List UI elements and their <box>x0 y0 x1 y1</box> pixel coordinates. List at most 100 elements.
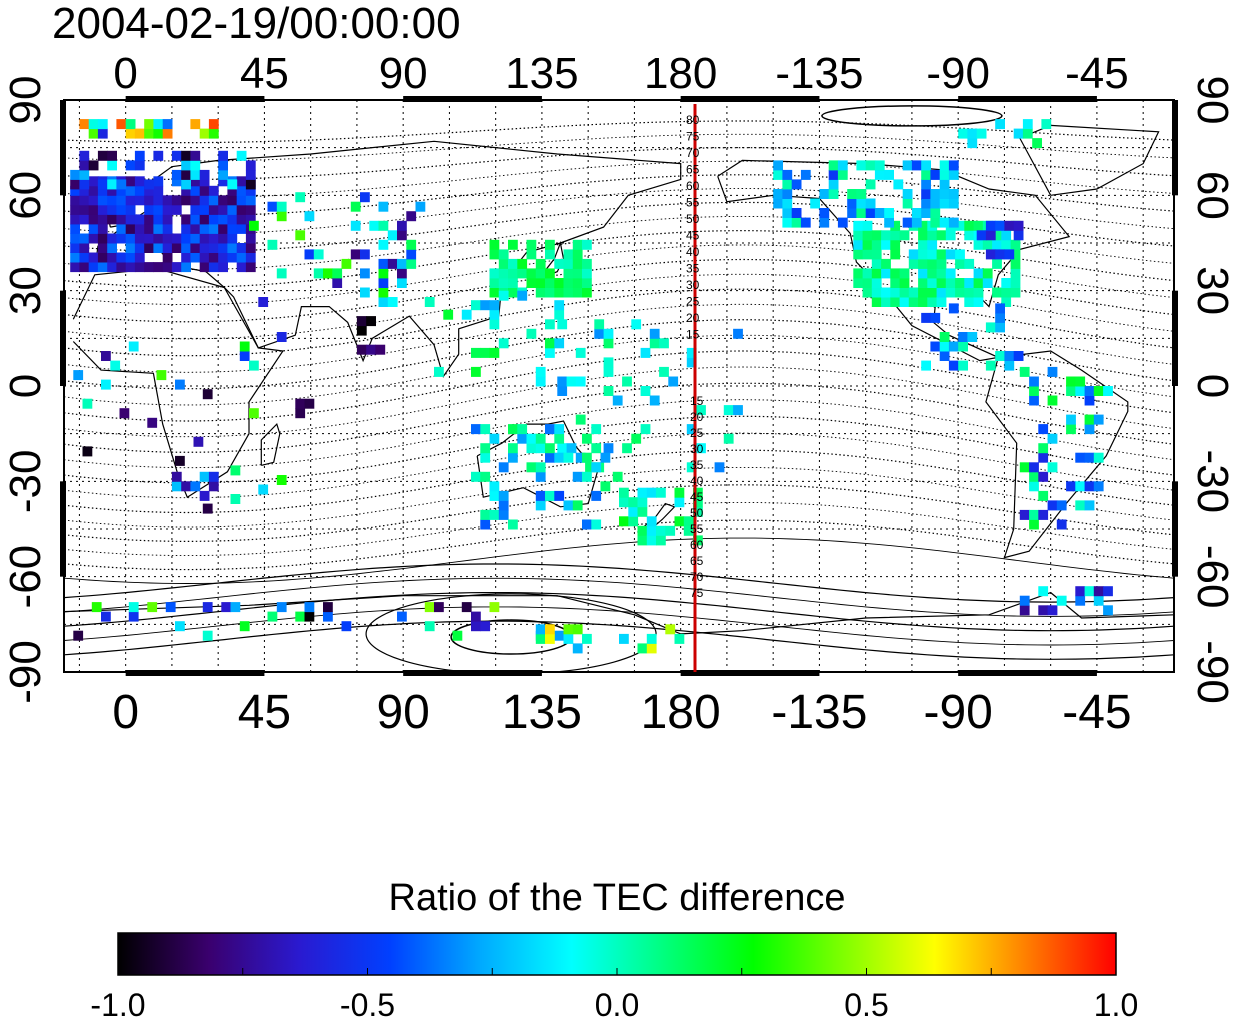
heatmap-cell <box>862 220 873 231</box>
heatmap-cell <box>637 535 648 546</box>
heatmap-cell <box>828 179 839 190</box>
heatmap-cell <box>101 611 111 622</box>
heatmap-cell <box>107 185 117 196</box>
heatmap-cell <box>153 119 164 130</box>
heatmap-cell <box>230 494 241 504</box>
heatmap-cell <box>1029 462 1039 473</box>
heatmap-cell <box>424 602 435 613</box>
heatmap-cell <box>162 214 173 225</box>
heatmap-cell <box>144 179 154 190</box>
heatmap-cell <box>190 481 201 492</box>
heatmap-cell <box>313 249 324 260</box>
heatmap-cell <box>239 351 250 361</box>
heatmap-cell <box>674 497 685 508</box>
heatmap-cell <box>1038 424 1049 435</box>
heatmap-cell <box>88 128 99 139</box>
heatmap-cell <box>723 433 734 444</box>
heatmap-cell <box>1047 605 1058 616</box>
contour-line <box>64 273 1174 340</box>
heatmap-cell <box>948 198 959 209</box>
heatmap-cell <box>134 176 145 187</box>
heatmap-cell <box>199 204 210 215</box>
heatmap-cell <box>865 179 876 190</box>
heatmap-cell <box>245 179 256 190</box>
heatmap-cell <box>918 258 928 269</box>
heatmap-cell <box>572 643 583 654</box>
heatmap-cell <box>582 278 592 288</box>
lat-tick-label-right: -90 <box>1188 640 1237 704</box>
heatmap-cell <box>162 243 173 253</box>
heatmap-cell <box>79 252 90 263</box>
heatmap-cell <box>1075 595 1086 606</box>
heatmap-cell <box>918 278 928 288</box>
heatmap-cell <box>535 268 546 279</box>
colorbar-tick-label: -0.5 <box>340 987 395 1023</box>
heatmap-cell <box>508 452 518 463</box>
heatmap-cell <box>171 204 182 215</box>
heatmap-cell <box>995 249 1005 260</box>
heatmap-cell <box>612 395 623 406</box>
heatmap-cell <box>992 258 1002 269</box>
heatmap-cell <box>582 471 592 482</box>
heatmap-cell <box>107 160 117 171</box>
heatmap-cell <box>1047 500 1058 511</box>
heatmap-cell <box>1084 386 1095 396</box>
heatmap-cell <box>153 233 164 244</box>
heatmap-cell <box>948 160 959 171</box>
heatmap-cell <box>208 128 219 139</box>
heatmap-cell <box>1093 586 1104 597</box>
heatmap-cell <box>125 252 136 263</box>
heatmap-cell <box>471 471 481 482</box>
heatmap-cell <box>236 252 247 263</box>
contour-line <box>64 484 1174 543</box>
heatmap-cell <box>853 239 864 250</box>
heatmap-cell <box>245 185 256 196</box>
heatmap-cell <box>819 208 830 218</box>
heatmap-cell <box>992 239 1002 250</box>
land-outline <box>72 267 284 499</box>
heatmap-cell <box>985 220 996 231</box>
heatmap-cell <box>276 332 287 342</box>
heatmap-cell <box>116 204 127 215</box>
heatmap-cell <box>918 268 928 279</box>
heatmap-cell <box>985 322 996 333</box>
lat-tick-label-left: -60 <box>1 545 50 609</box>
heatmap-cell <box>70 223 80 234</box>
heatmap-cell <box>153 176 164 187</box>
heatmap-cell <box>236 185 247 196</box>
heatmap-cell <box>1075 481 1086 492</box>
heatmap-cell <box>1013 128 1024 139</box>
heatmap-cell <box>557 443 568 454</box>
heatmap-cell <box>936 268 947 279</box>
heatmap-cell <box>304 398 315 409</box>
heatmap-cell <box>97 179 108 190</box>
heatmap-cell <box>554 452 565 463</box>
heatmap-cell <box>107 179 117 190</box>
heatmap-cell <box>218 160 228 171</box>
heatmap-cell <box>171 243 182 253</box>
heatmap-cell <box>881 258 891 269</box>
heatmap-cell <box>575 376 586 387</box>
heatmap-cell <box>545 239 555 250</box>
heatmap-cell <box>902 198 913 209</box>
heatmap-cell <box>908 287 919 298</box>
heatmap-cell <box>1038 605 1049 616</box>
heatmap-cell <box>921 208 931 218</box>
heatmap-cell <box>199 169 210 180</box>
heatmap-cell <box>97 150 108 161</box>
heatmap-cell <box>341 621 352 632</box>
heatmap-cell <box>557 386 568 396</box>
heatmap-cell <box>930 208 941 218</box>
heatmap-cell <box>190 252 201 263</box>
heatmap-cell <box>190 223 201 234</box>
heatmap-cell <box>125 233 136 244</box>
heatmap-cell <box>181 214 191 225</box>
heatmap-cell <box>245 252 256 263</box>
heatmap-cell <box>1004 351 1015 361</box>
heatmap-cell <box>847 208 857 218</box>
heatmap-cell <box>181 169 191 180</box>
lon-tick-label-bottom: 180 <box>641 686 721 739</box>
heatmap-cell <box>218 252 228 263</box>
heatmap-cell <box>773 189 783 199</box>
heatmap-cell <box>125 204 136 215</box>
